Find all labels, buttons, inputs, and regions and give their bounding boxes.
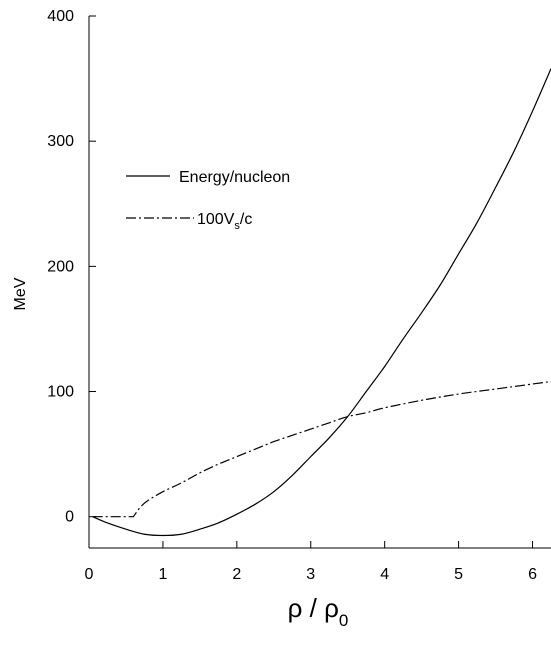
x-tick-label: 2 xyxy=(232,566,241,583)
x-axis-label-main: ρ / ρ xyxy=(288,593,339,623)
legend-label-sound-speed-sub: s xyxy=(234,220,240,232)
x-tick-label: 5 xyxy=(454,566,463,583)
x-tick-label: 6 xyxy=(528,566,537,583)
x-tick-label: 0 xyxy=(85,566,94,583)
legend-label-sound-speed: 100Vs/c xyxy=(197,211,252,232)
legend-label-sound-speed-post: /c xyxy=(240,211,252,228)
x-axis-label: ρ / ρ0 xyxy=(288,593,349,630)
y-axis-label: MeV xyxy=(12,277,29,310)
y-tick-label: 400 xyxy=(47,8,74,25)
y-tick-label: 100 xyxy=(47,384,74,401)
y-tick-label: 300 xyxy=(47,133,74,150)
y-ticks: 0 100 200 300 400 xyxy=(47,8,96,526)
x-tick-label: 1 xyxy=(158,566,167,583)
y-tick-label: 200 xyxy=(47,258,74,275)
x-tick-label: 4 xyxy=(380,566,389,583)
series-line-sound-speed xyxy=(92,380,551,518)
series-line-energy-per-nucleon xyxy=(92,68,551,537)
x-tick-label: 3 xyxy=(306,566,315,583)
legend-label-energy-per-nucleon: Energy/nucleon xyxy=(179,169,290,186)
legend-label-sound-speed-pre: 100V xyxy=(197,211,235,228)
x-ticks: 0 1 2 3 4 5 6 xyxy=(85,541,537,583)
x-axis-label-subscript: 0 xyxy=(339,611,348,630)
y-tick-label: 0 xyxy=(65,509,74,526)
legend: Energy/nucleon 100Vs/c xyxy=(126,169,290,232)
